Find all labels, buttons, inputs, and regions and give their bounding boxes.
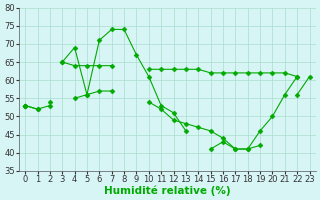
X-axis label: Humidité relative (%): Humidité relative (%) — [104, 185, 231, 196]
